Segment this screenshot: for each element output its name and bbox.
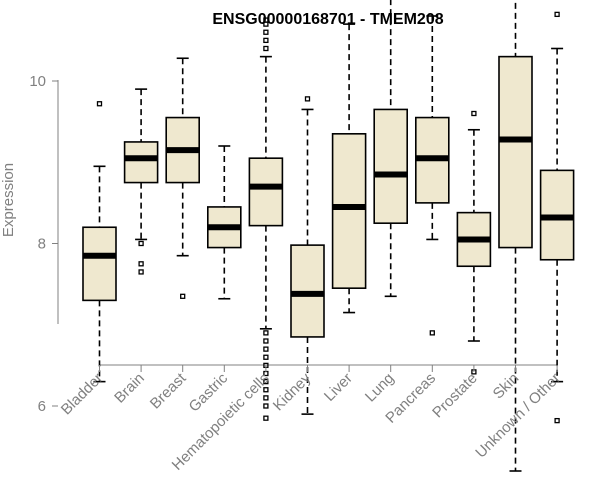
outlier-point: [96, 101, 103, 107]
box-group-lung: [373, 0, 409, 298]
box-group-gastric: [207, 145, 242, 300]
outlier-point: [263, 387, 269, 393]
outlier-point: [263, 29, 269, 35]
box-group-bladder: [82, 101, 117, 383]
outlier-point: [263, 378, 269, 385]
outlier-point: [304, 96, 311, 102]
box-iqr: [331, 133, 367, 289]
outlier-point: [263, 415, 269, 421]
outlier-point: [263, 45, 269, 52]
outlier-point: [180, 293, 186, 299]
x-tick-label: Skin: [490, 370, 523, 403]
x-tick-label: Brain: [111, 370, 148, 407]
x-tick-label: Liver: [321, 370, 356, 405]
box-group-unknown-other: [539, 11, 575, 424]
y-tick-label: 8: [38, 236, 46, 253]
box-group-skin: [498, 0, 533, 472]
box-group-liver: [331, 23, 367, 314]
x-tick-label: Breast: [147, 369, 190, 412]
y-tick-label: 6: [38, 398, 46, 415]
box-group-hematopoietic-cells: [248, 17, 284, 421]
box-group-breast: [165, 57, 200, 299]
box-iqr: [498, 55, 533, 249]
box-iqr: [248, 157, 284, 227]
x-tick-label: Prostate: [429, 370, 481, 422]
box-group-kidney: [290, 96, 325, 415]
boxes: [82, 0, 575, 472]
outlier-point: [138, 269, 144, 275]
y-tick-label: 10: [29, 73, 46, 90]
outlier-point: [263, 330, 269, 336]
outlier-point: [263, 403, 269, 409]
outlier-point: [263, 338, 269, 344]
box-group-brain: [123, 88, 159, 275]
outlier-point: [138, 261, 144, 267]
outlier-point: [263, 17, 269, 23]
y-ticks: 681012: [29, 73, 58, 415]
outlier-point: [554, 417, 560, 424]
outlier-point: [263, 37, 269, 44]
outlier-point: [263, 346, 269, 352]
outlier-point: [429, 330, 435, 336]
outlier-point: [471, 110, 477, 117]
x-tick-label: Bladder: [58, 370, 107, 419]
outlier-point: [263, 395, 269, 401]
box-iqr: [82, 226, 117, 302]
x-tick-label: Lung: [362, 370, 398, 406]
chart-title: ENSG00000168701 - TMEM208: [212, 11, 443, 28]
outlier-point: [554, 11, 560, 18]
box-iqr: [373, 108, 409, 224]
y-axis-label: Expression: [0, 163, 17, 237]
outlier-point: [138, 240, 144, 247]
box-iqr: [123, 141, 159, 184]
box-group-pancreas: [414, 15, 450, 336]
outlier-point: [263, 354, 269, 360]
box-group-prostate: [456, 110, 492, 375]
